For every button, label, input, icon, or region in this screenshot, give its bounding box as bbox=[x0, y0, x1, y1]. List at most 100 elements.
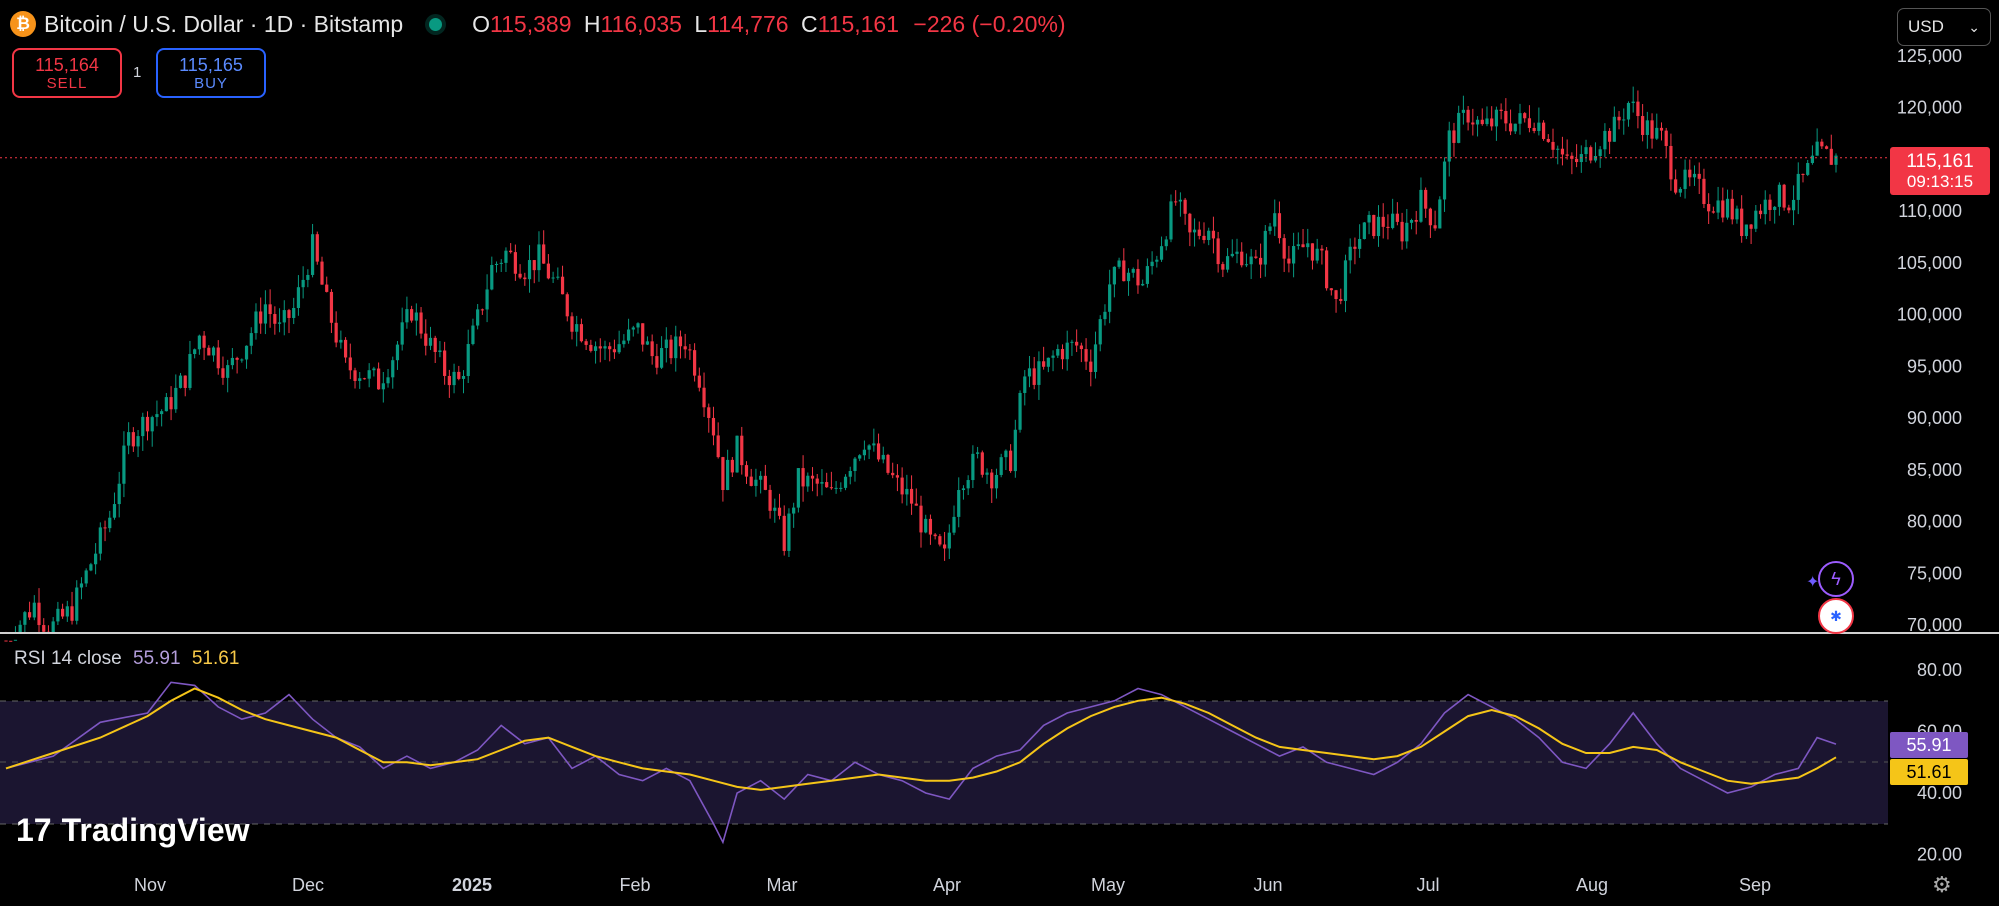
rsi-label: RSI 14 close bbox=[14, 648, 122, 669]
candle bbox=[1546, 134, 1550, 143]
candle bbox=[400, 307, 404, 351]
candle bbox=[60, 603, 65, 619]
last-price-label: 115,161 09:13:15 bbox=[1890, 147, 1990, 195]
candle bbox=[419, 307, 423, 339]
candle bbox=[1108, 269, 1112, 324]
currency-select[interactable]: USD ⌄ bbox=[1897, 8, 1991, 46]
candle bbox=[872, 428, 876, 452]
candle bbox=[1721, 187, 1725, 223]
candle bbox=[183, 375, 187, 397]
rsi-series bbox=[5, 681, 1837, 845]
time-tick-label: Jul bbox=[1416, 875, 1439, 895]
price-tick-label: 110,000 bbox=[1898, 201, 1962, 221]
candle bbox=[1018, 390, 1022, 433]
candle bbox=[1098, 315, 1102, 352]
candle bbox=[131, 427, 135, 452]
candle bbox=[1343, 254, 1348, 313]
candle bbox=[84, 568, 88, 587]
candle bbox=[693, 343, 697, 382]
candle bbox=[641, 323, 645, 352]
candle bbox=[1735, 205, 1739, 224]
candle bbox=[1070, 339, 1074, 356]
candle bbox=[513, 244, 517, 281]
candle bbox=[1424, 187, 1428, 218]
candle bbox=[141, 412, 145, 451]
candle bbox=[1339, 288, 1343, 305]
candle bbox=[1197, 221, 1201, 240]
candle bbox=[777, 493, 782, 520]
tradingview-logo-text: TradingView bbox=[61, 812, 250, 848]
candle bbox=[650, 334, 654, 365]
candle bbox=[1490, 106, 1494, 131]
buy-button[interactable]: 115,165 BUY bbox=[156, 48, 266, 98]
candle bbox=[1565, 139, 1569, 160]
price-tick-label: 95,000 bbox=[1907, 356, 1962, 376]
candle bbox=[1560, 136, 1565, 166]
candle bbox=[310, 223, 315, 278]
candle bbox=[306, 269, 310, 288]
candle bbox=[1537, 107, 1541, 136]
candle bbox=[735, 435, 739, 473]
candle bbox=[37, 588, 41, 632]
candle bbox=[1589, 145, 1593, 164]
candle bbox=[1315, 238, 1319, 264]
settings-gear-icon[interactable]: ⚙ bbox=[1932, 872, 1952, 897]
candle bbox=[1475, 116, 1480, 137]
rsi-legend[interactable]: RSI 14 close 55.91 51.61 bbox=[14, 648, 239, 670]
price-tick-label: 85,000 bbox=[1907, 460, 1962, 480]
candle bbox=[1669, 133, 1673, 191]
candle bbox=[1211, 216, 1216, 254]
symbol-title[interactable]: Bitcoin / U.S. Dollar · 1D · Bitstamp bbox=[44, 10, 404, 37]
candle bbox=[891, 462, 895, 479]
candle bbox=[933, 533, 937, 540]
candle bbox=[282, 300, 286, 336]
candle bbox=[377, 362, 381, 390]
order-quantity[interactable]: 1 bbox=[133, 64, 142, 81]
candle bbox=[1758, 204, 1763, 219]
candle bbox=[1622, 108, 1626, 135]
time-tick-label: May bbox=[1091, 875, 1125, 895]
candle bbox=[414, 303, 418, 336]
low-label: L bbox=[694, 10, 708, 37]
flash-icon[interactable]: ϟ bbox=[1818, 561, 1854, 597]
candle bbox=[1471, 108, 1475, 136]
candle bbox=[1796, 162, 1800, 215]
candle bbox=[221, 356, 225, 385]
sell-button[interactable]: 115,164 SELL bbox=[12, 48, 122, 98]
tradingview-logo-icon: 17 bbox=[16, 812, 52, 848]
candle bbox=[1523, 112, 1527, 123]
candle bbox=[669, 334, 673, 365]
candle bbox=[1574, 144, 1579, 168]
candle bbox=[277, 308, 282, 333]
candle bbox=[1461, 95, 1465, 125]
rsi-band bbox=[0, 701, 1888, 824]
candle bbox=[1249, 248, 1253, 280]
candle bbox=[1405, 209, 1409, 249]
last-price-value: 115,161 bbox=[1906, 151, 1974, 172]
candle bbox=[169, 386, 173, 421]
candle bbox=[1551, 128, 1555, 158]
candle bbox=[942, 531, 947, 561]
candle bbox=[1376, 205, 1381, 247]
high-value: 116,035 bbox=[600, 10, 682, 37]
us-flag-icon[interactable]: ✱ bbox=[1818, 598, 1854, 634]
market-status-icon[interactable] bbox=[429, 17, 443, 31]
candle bbox=[367, 363, 371, 388]
candle bbox=[160, 409, 164, 427]
candle bbox=[471, 318, 475, 346]
candle bbox=[1697, 162, 1701, 194]
candle bbox=[1372, 214, 1376, 239]
candle bbox=[1777, 182, 1782, 216]
time-tick-label: Sep bbox=[1739, 875, 1771, 895]
candle bbox=[127, 422, 131, 455]
price-tick-label: 80,000 bbox=[1907, 512, 1962, 532]
candle bbox=[1782, 183, 1786, 211]
candle bbox=[1650, 113, 1654, 149]
rsi-ma-line bbox=[5, 687, 1837, 791]
candle bbox=[51, 617, 55, 632]
sparkle-icon: ✦ bbox=[1806, 574, 1820, 591]
candle bbox=[589, 339, 593, 353]
candle bbox=[1409, 218, 1414, 230]
candle bbox=[1075, 329, 1079, 353]
